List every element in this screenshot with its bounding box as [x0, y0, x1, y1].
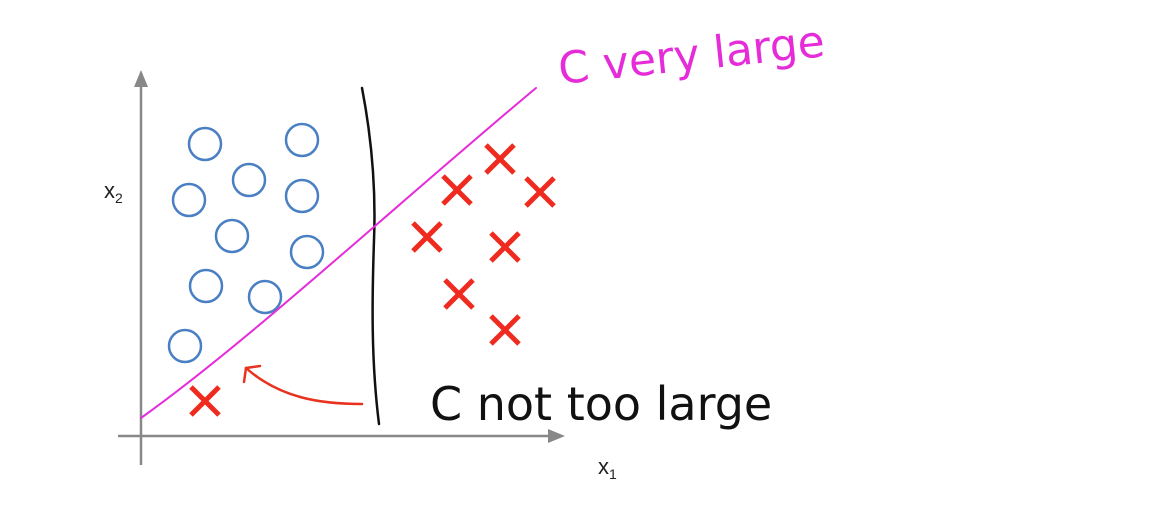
cross-marker-icon [443, 278, 475, 310]
circle-marker-icon [289, 234, 325, 270]
cross-marker-icon [411, 221, 443, 253]
cross-marker-icon [489, 231, 521, 263]
annotation-c-not-too-large: C not too large [430, 377, 772, 431]
circle-marker-icon [284, 178, 320, 214]
x-axis-arrow-icon [548, 429, 565, 443]
cross-marker-icon [441, 174, 473, 206]
circle-marker-icon [284, 122, 320, 158]
cross-marker-icon [524, 176, 556, 208]
decision-boundary-c-very-large [140, 87, 537, 419]
circle-marker-icon [171, 182, 207, 218]
y-axis-arrow-icon [134, 70, 148, 87]
x-axis-label: x1 [598, 454, 617, 482]
outlier-arrow [242, 364, 364, 406]
circle-markers [167, 122, 325, 364]
decision-boundary-c-not-too-large [360, 86, 381, 426]
cross-marker-icon [189, 385, 221, 417]
arrow-head-icon [242, 364, 262, 384]
y-axis-label: x2 [104, 178, 123, 206]
cross-markers [189, 143, 556, 417]
annotation-c-very-large: C very large [556, 16, 827, 95]
circle-marker-icon [247, 279, 283, 315]
circle-marker-icon [188, 268, 224, 304]
circle-marker-icon [214, 218, 250, 254]
circle-marker-icon [167, 328, 203, 364]
axes: x2 x1 [104, 70, 617, 482]
circle-marker-icon [231, 162, 267, 198]
arrow-shaft [244, 366, 364, 406]
cross-marker-icon [484, 143, 516, 175]
circle-marker-icon [187, 126, 223, 162]
cross-marker-icon [489, 314, 521, 346]
